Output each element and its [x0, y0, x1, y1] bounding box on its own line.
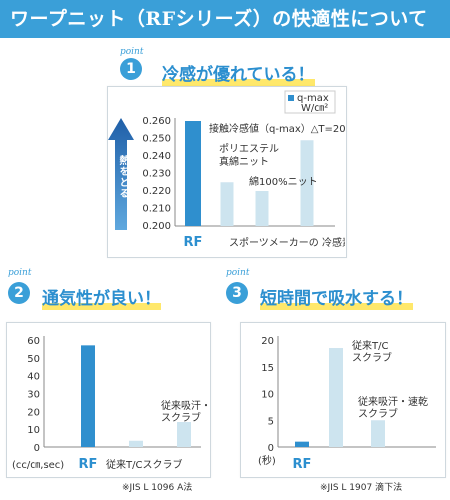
x-label-rf: RF: [184, 235, 203, 250]
y-tick-label: 20: [27, 407, 40, 418]
point-number-1: 1: [120, 58, 142, 80]
x-label-rf: RF: [293, 457, 312, 472]
bar-label-quickdry-line2: スクラブ: [358, 407, 398, 420]
y-tick-label: 10: [27, 425, 40, 436]
y-tick-label: 10: [261, 390, 274, 401]
y-tick-label: 30: [27, 390, 40, 401]
bar-label-tc-line1: 従来T/C: [352, 339, 388, 352]
y-tick-label: 60: [27, 336, 40, 347]
bar: [185, 121, 201, 226]
y-axis-unit: (cc/㎝,sec): [12, 460, 64, 471]
heat-arrow-shape: [108, 118, 134, 230]
legend-label-line1: q-max: [297, 93, 329, 104]
bar: [295, 441, 309, 447]
chart-subtitle: 接触冷感値（q-max）△T=20°: [209, 122, 345, 135]
y-tick-label: 0.250: [142, 134, 171, 145]
section-2-heading: 通気性が良い！: [42, 289, 161, 310]
point-number-3: 3: [226, 282, 248, 304]
y-tick-label: 0: [268, 443, 274, 454]
bar-label-quickdry-line2: スクラブ: [161, 411, 201, 424]
y-tick-label: 0.220: [142, 186, 171, 197]
legend-box: [284, 90, 336, 114]
section-3-heading: 短時間で吸水する！: [260, 289, 413, 310]
absorption-note: ※JIS L 1907 滴下法: [320, 483, 403, 493]
x-label-tc: 従来T/Cスクラブ: [106, 458, 182, 471]
y-tick-label: 15: [261, 363, 274, 374]
y-tick-label: 0.240: [142, 151, 171, 162]
bar-label-cotton: 綿100%ニット: [249, 175, 318, 188]
bar: [255, 191, 269, 226]
y-tick-label: 0.210: [142, 204, 171, 215]
y-tick-label: 0: [34, 443, 40, 454]
y-tick-label: 0.200: [142, 221, 171, 232]
point-word-1: point: [120, 47, 144, 57]
bar: [371, 420, 385, 447]
bar: [300, 140, 314, 226]
x-label-rf: RF: [79, 457, 98, 472]
qmax-chart: 0.260 0.250 0.240 0.230 0.220 0.210 0.200 q-max…: [142, 90, 345, 250]
heat-arrow-label: 熱をとる: [117, 155, 128, 199]
y-tick-label: 0.230: [142, 169, 171, 180]
legend-swatch: [288, 95, 294, 101]
point-word-3: point: [226, 268, 250, 278]
point-word-2: point: [8, 268, 32, 278]
heat-arrow: [108, 118, 134, 230]
breathability-note: ※JIS L 1096 A法: [122, 483, 193, 493]
bar: [177, 422, 191, 447]
bar-label-polyester-line2: 真綿ニット: [219, 155, 269, 168]
y-axis-unit: (秒): [258, 454, 276, 467]
section-1-heading: 冷感が優れている！: [162, 65, 315, 86]
y-tick-label: 20: [261, 336, 274, 347]
point-number-2: 2: [8, 282, 30, 304]
bar-label-tc-line2: スクラブ: [352, 351, 392, 364]
page-title: ワープニット（RFシリーズ）の快適性について: [0, 0, 450, 38]
bar: [220, 182, 234, 226]
bar: [81, 345, 95, 447]
bar: [329, 348, 343, 447]
legend-label-line2: W/㎝²: [301, 103, 328, 114]
y-tick-label: 5: [268, 416, 274, 427]
y-tick-label: 50: [27, 354, 40, 365]
breathability-chart-panel: [6, 322, 211, 478]
x-label-sports: スポーツメーカーの 冷感素材: [229, 236, 345, 249]
bar: [129, 440, 143, 447]
y-tick-label: 0.260: [142, 116, 171, 127]
bar-label-quickdry-line1: 従来吸汗・速乾: [161, 399, 209, 412]
bar-label-quickdry-line1: 従来吸汗・速乾: [358, 395, 428, 408]
y-tick-label: 40: [27, 372, 40, 383]
bar-label-polyester-line1: ポリエステル: [219, 143, 279, 155]
